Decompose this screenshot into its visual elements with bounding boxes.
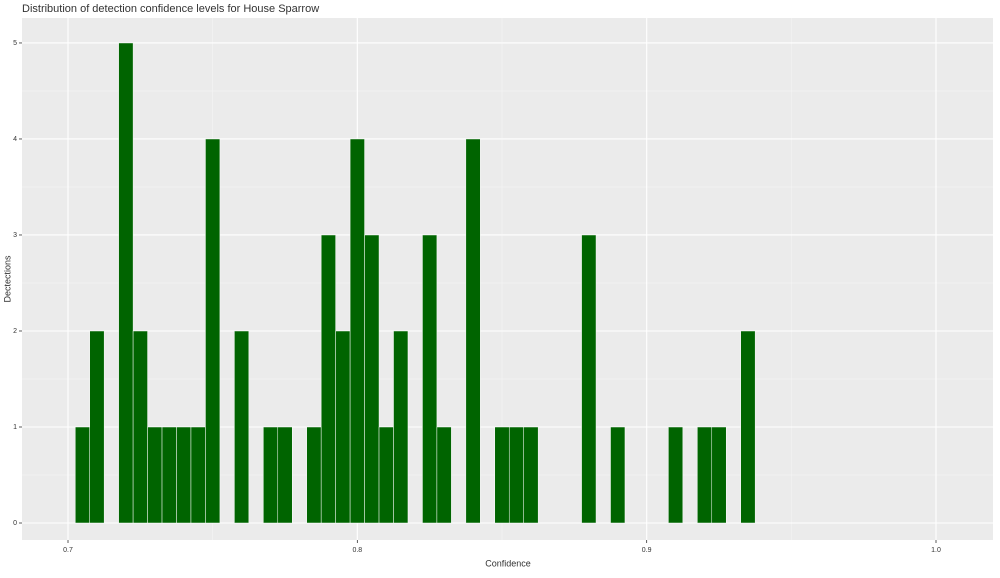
bar (306, 426, 322, 524)
bar (234, 330, 250, 524)
bar (523, 426, 539, 524)
chart-title: Distribution of detection confidence lev… (22, 3, 319, 15)
bar (378, 426, 394, 524)
bar (422, 234, 438, 524)
y-axis-label: Dectections (2, 255, 12, 303)
y-tick-label: 5 (13, 40, 17, 47)
bar (74, 426, 90, 524)
bar (610, 426, 626, 524)
bar (320, 234, 336, 524)
x-tick-label: 0.9 (642, 547, 652, 554)
bar (263, 426, 279, 524)
x-axis-label: Confidence (485, 558, 531, 568)
x-tick-label: 0.7 (63, 547, 73, 554)
y-tick-label: 1 (13, 424, 17, 431)
y-tick-label: 4 (13, 136, 17, 143)
bar (393, 330, 409, 524)
bar (508, 426, 524, 524)
y-tick-label: 0 (13, 520, 17, 527)
bar (581, 234, 597, 524)
bar (668, 426, 684, 524)
bar (711, 426, 727, 524)
bar (118, 42, 134, 524)
bar (176, 426, 192, 524)
bar (132, 330, 148, 524)
bar (436, 426, 452, 524)
y-tick-label: 3 (13, 232, 17, 239)
bar (161, 426, 177, 524)
bar (740, 330, 756, 524)
bar (349, 138, 365, 524)
bar (277, 426, 293, 524)
bar (364, 234, 380, 524)
bar (335, 330, 351, 524)
bar (147, 426, 163, 524)
bar (494, 426, 510, 524)
bar (465, 138, 481, 524)
bar (205, 138, 221, 524)
y-tick-label: 2 (13, 328, 17, 335)
bar (697, 426, 713, 524)
bar (190, 426, 206, 524)
x-tick-label: 0.8 (352, 547, 362, 554)
bar (89, 330, 105, 524)
x-tick-label: 1.0 (931, 547, 941, 554)
